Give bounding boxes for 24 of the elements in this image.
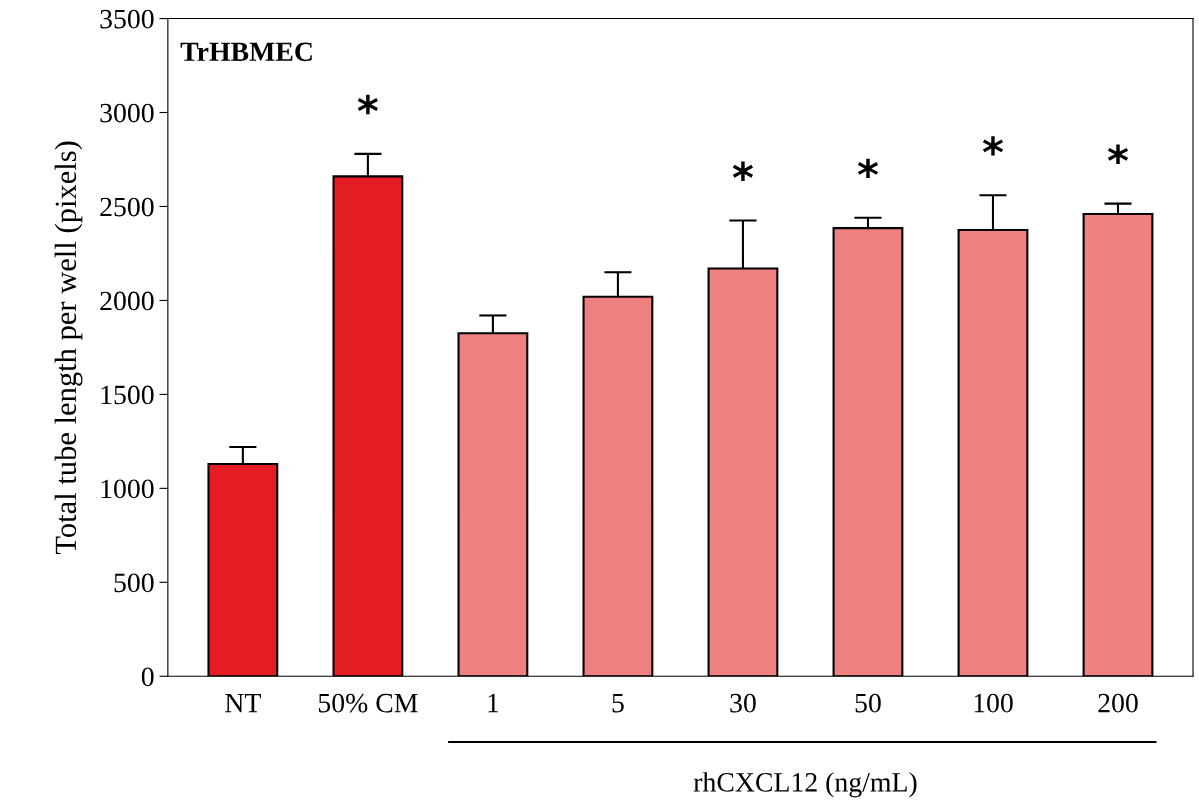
x-tick-label: 100 [974,693,1013,713]
annotation: * [1107,144,1129,164]
x-tick-label: NT [225,694,261,713]
y-tick-label: 3000 [100,103,154,123]
annotation: * [982,136,1004,156]
annotation: * [857,158,879,179]
x-tick-label: 1 [488,693,499,713]
x-tick-label: 50% CM [318,693,418,713]
y-tick-label: 1500 [101,385,154,405]
annotation: * [357,94,378,115]
x-axis-title: rhCXCL12 (ng/mL) [693,772,917,798]
x-tick-label: 50 [855,693,881,713]
y-tick-label: 0 [141,667,154,687]
y-tick-label: 500 [114,573,154,593]
x-tick-label: 200 [1098,693,1138,713]
y-tick-label: 2500 [100,197,154,217]
y-tick-label: 2000 [100,291,154,311]
annotation: * [732,161,753,181]
text: TrHBMEC [180,42,312,62]
x-tick-label: 30 [730,693,756,713]
y-tick-label: 3500 [100,9,154,29]
y-axis-title: Total tube length per well (pixels) [54,141,83,555]
y-tick-label: 1000 [101,479,154,499]
x-tick-label: 5 [612,694,624,713]
